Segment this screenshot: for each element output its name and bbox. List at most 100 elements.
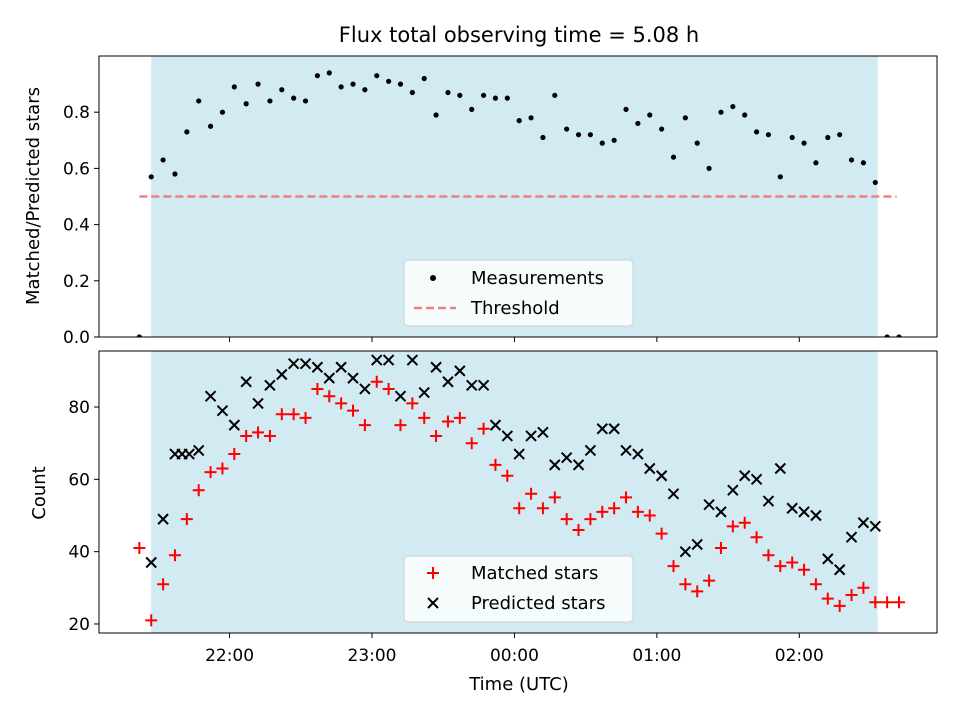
ratio-y-tick-label: 0.8 <box>63 103 90 123</box>
measurement-point <box>469 106 475 112</box>
ratio-plot-area <box>136 70 902 337</box>
matched-star-point <box>655 527 668 540</box>
measurement-point <box>160 157 166 163</box>
predicted-star-point <box>786 502 798 514</box>
matched-star-point <box>216 462 229 475</box>
measurement-point <box>207 123 214 129</box>
measurement-point <box>706 165 712 171</box>
predicted-star-point <box>145 556 157 569</box>
predicted-star-point <box>489 419 502 431</box>
matched-star-point <box>240 429 253 442</box>
predicted-star-point <box>798 506 810 518</box>
predicted-star-point <box>335 361 347 373</box>
measurement-point <box>670 154 677 160</box>
measurement-point <box>255 81 261 87</box>
measurement-point <box>219 109 226 115</box>
predicted-star-point <box>192 444 205 457</box>
predicted-star-point <box>608 423 620 435</box>
ratio-legend: Measurements Threshold <box>403 259 634 327</box>
ratio-y-axis-label: Matched/Predicted stars <box>23 87 44 305</box>
measurement-point <box>267 98 273 104</box>
measurement-point <box>445 89 451 96</box>
predicted-star-point <box>240 376 252 388</box>
ratio-y-tick-label: 0.4 <box>63 216 90 236</box>
predicted-star-point <box>442 376 454 388</box>
measurement-point <box>682 115 688 121</box>
predicted-star-point <box>287 357 300 370</box>
measurement-point <box>825 134 831 141</box>
measurement-point <box>457 92 463 98</box>
legend-matched-marker <box>427 567 439 579</box>
matched-star-point <box>845 589 858 602</box>
measurement-point <box>386 78 392 84</box>
matched-star-point <box>750 531 763 544</box>
measurements-series <box>136 70 902 337</box>
measurement-point <box>575 132 582 138</box>
matched-star-point <box>145 614 158 627</box>
matched-star-point <box>133 542 146 555</box>
matched-star-point <box>869 596 882 609</box>
matched-star-point <box>833 599 846 612</box>
measurement-point <box>362 87 368 93</box>
matched-star-point <box>252 426 265 439</box>
matched-star-point <box>643 509 656 522</box>
legend-predicted-marker <box>427 597 439 609</box>
measurement-point <box>302 98 309 104</box>
predicted-star-point <box>644 462 656 475</box>
matched-star-point <box>157 578 170 591</box>
count-x-tick-label: 22:00 <box>205 646 254 666</box>
predicted-star-point <box>596 423 608 435</box>
count-plot-area <box>133 354 906 627</box>
matched-star-point <box>691 585 704 598</box>
measurement-point <box>492 95 499 101</box>
matched-star-point <box>786 556 799 569</box>
measurement-point <box>789 134 795 141</box>
measurement-point <box>504 95 510 101</box>
measurement-point <box>374 73 380 79</box>
ratio-legend-box <box>403 259 634 327</box>
matched-stars-series <box>133 375 906 627</box>
predicted-star-point <box>183 448 195 460</box>
measurement-point <box>528 115 534 121</box>
measurement-point <box>718 109 724 115</box>
predicted-star-point <box>418 386 430 399</box>
predicted-star-point <box>430 361 442 373</box>
predicted-star-point <box>549 459 561 471</box>
predicted-star-point <box>501 430 514 442</box>
matched-star-point <box>631 505 644 518</box>
matched-star-point <box>608 502 621 515</box>
predicted-star-point <box>691 538 703 551</box>
predicted-star-point <box>727 484 739 496</box>
predicted-star-point <box>857 517 870 529</box>
measurement-point <box>172 171 178 177</box>
predicted-star-point <box>845 531 858 543</box>
measurement-point <box>196 98 202 104</box>
measurement-point <box>599 140 605 146</box>
matched-star-point <box>275 408 288 421</box>
measurement-point <box>611 137 617 143</box>
predicted-star-point <box>703 498 715 511</box>
measurement-point <box>635 120 641 127</box>
predicted-star-point <box>739 470 751 482</box>
measurement-point <box>730 103 736 110</box>
matched-star-point <box>893 596 906 609</box>
matched-star-point <box>299 411 312 424</box>
predicted-star-point <box>774 462 787 475</box>
measurement-point <box>136 334 142 337</box>
measurement-point <box>801 140 807 146</box>
predicted-star-point <box>228 419 241 431</box>
count-legend-box <box>403 555 634 623</box>
measurement-point <box>409 89 415 96</box>
count-y-tick-label: 80 <box>68 398 90 418</box>
measurement-point <box>564 126 570 132</box>
ratio-y-tick-label: 0.6 <box>63 159 90 179</box>
matched-star-point <box>358 419 371 432</box>
measurement-point <box>552 92 558 98</box>
matched-star-point <box>881 596 894 609</box>
matched-star-point <box>477 422 490 435</box>
predicted-star-point <box>311 361 324 373</box>
measurement-point <box>848 157 855 163</box>
matched-star-point <box>441 415 454 428</box>
legend-matched-label: Matched stars <box>471 563 598 584</box>
